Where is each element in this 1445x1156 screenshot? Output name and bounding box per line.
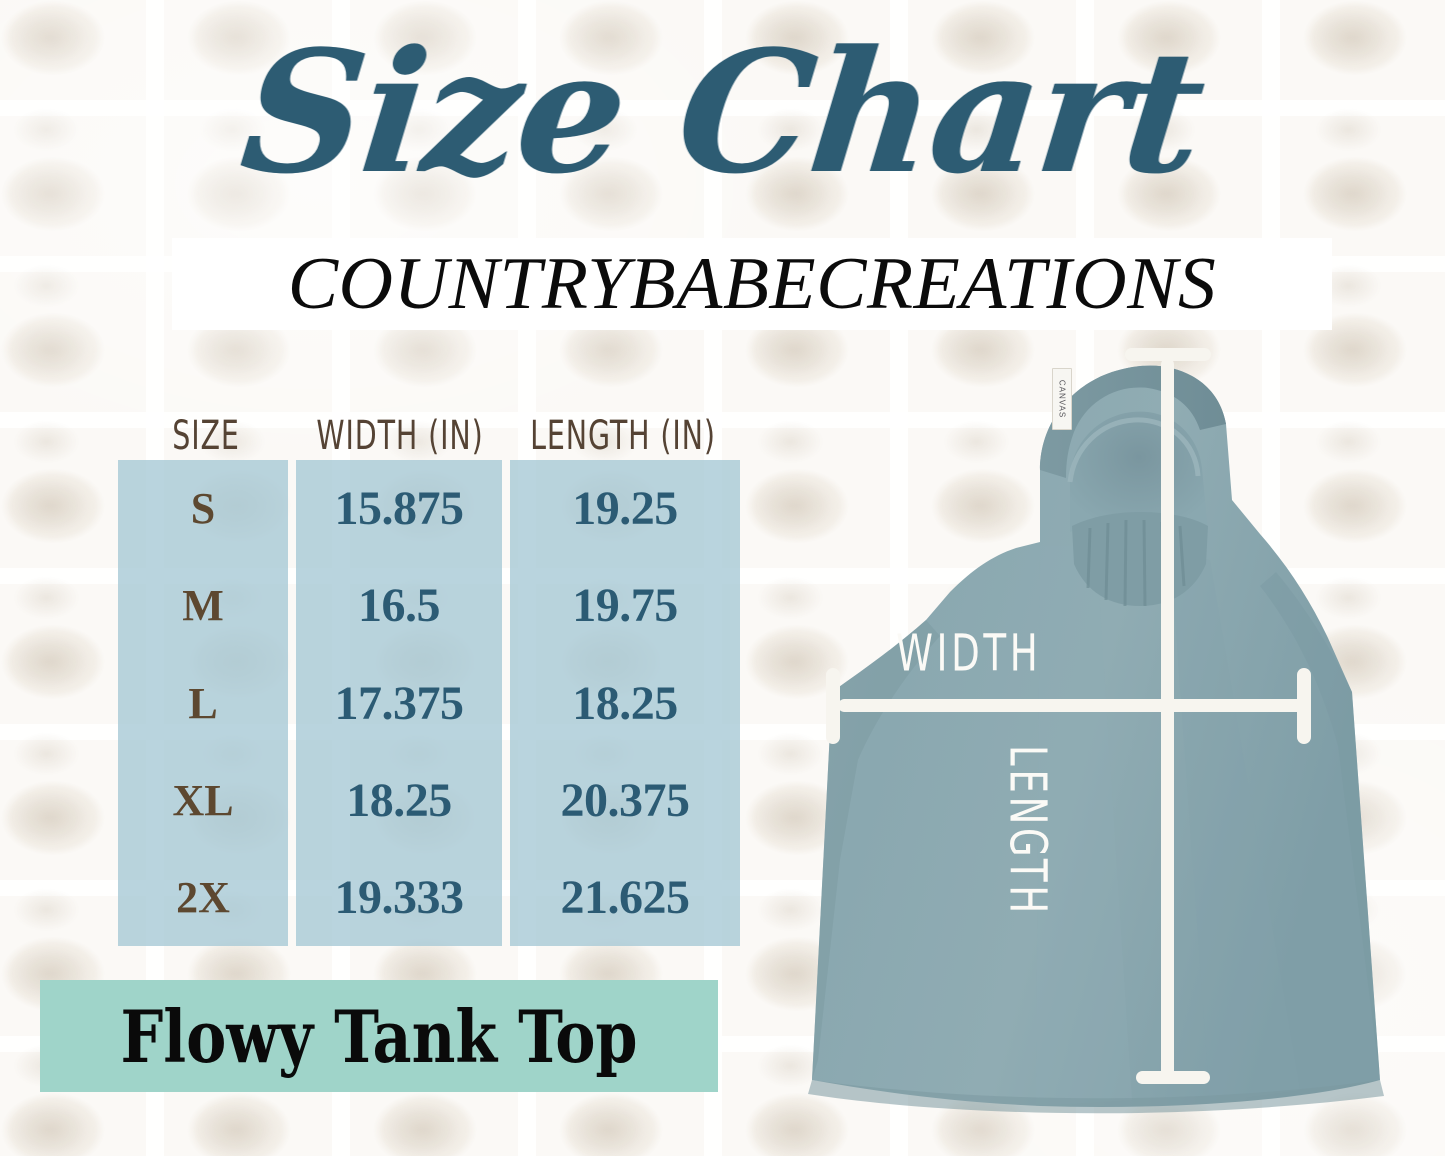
table-column-length: 19.25 19.75 18.25 20.375 21.625 [510, 460, 740, 946]
tank-top-illustration [740, 320, 1445, 1114]
table-header-row: SIZE WIDTH (IN) LENGTH (IN) [118, 404, 740, 460]
column-header-size: SIZE [172, 413, 240, 460]
table-row: 19.75 [572, 579, 678, 633]
product-banner: Flowy Tank Top [40, 980, 718, 1092]
table-column-width: 15.875 16.5 17.375 18.25 19.333 [296, 460, 502, 946]
table-row: 18.25 [572, 676, 678, 730]
neck-tag-label: CANVAS [1057, 379, 1067, 419]
page-title: Size Chart [233, 13, 1212, 211]
table-row: 17.375 [334, 676, 465, 730]
table-row: M [182, 581, 224, 631]
neck-tag: CANVAS [1052, 368, 1072, 430]
table-row: 2X [176, 872, 230, 922]
brand-name: COUNTRYBABECREATIONS [287, 242, 1217, 325]
table-row: 16.5 [358, 579, 441, 633]
table-row: S [190, 484, 216, 534]
table-row: 18.25 [346, 773, 452, 827]
product-name: Flowy Tank Top [120, 993, 638, 1079]
table-row: 19.25 [572, 482, 678, 536]
size-table: S M L XL 2X 15.875 16.5 17.375 18.25 19.… [118, 460, 740, 946]
table-row: XL [172, 775, 234, 825]
column-header-length: LENGTH (IN) [530, 413, 716, 460]
table-row: 20.375 [560, 773, 691, 827]
table-row: 15.875 [334, 482, 465, 536]
brand-band [172, 238, 1332, 330]
table-row: 19.333 [334, 870, 465, 924]
table-row: 21.625 [560, 870, 691, 924]
table-row: L [188, 678, 218, 728]
column-header-width: WIDTH (IN) [316, 413, 484, 460]
table-column-size: S M L XL 2X [118, 460, 288, 946]
